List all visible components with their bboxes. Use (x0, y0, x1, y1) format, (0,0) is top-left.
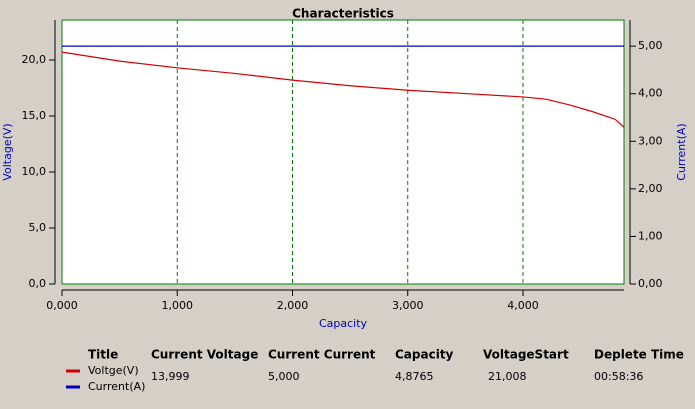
y-axis-label: Voltage(V) (1, 123, 14, 180)
x-tick-label: 0,000 (46, 299, 78, 312)
chart-title: Characteristics (292, 7, 394, 21)
y-tick-label: 5,0 (29, 221, 47, 234)
plot-area (61, 19, 625, 285)
table-header: Title (88, 348, 118, 362)
y-tick-label: 20,0 (22, 53, 47, 66)
x-tick-label: 1,000 (161, 299, 193, 312)
table-header: VoltageStart (483, 348, 569, 362)
table-header: Current Current (268, 348, 376, 362)
y-tick-label: 10,0 (22, 165, 47, 178)
y2-tick-label: 1,00 (638, 229, 663, 242)
x-tick-label: 4,000 (507, 299, 539, 312)
table-cell: 5,000 (268, 370, 300, 383)
y2-tick-label: 2,00 (638, 182, 663, 195)
y-tick-label: 15,0 (22, 109, 47, 122)
y2-axis-label: Current(A) (675, 123, 688, 180)
y-tick-label: 0,0 (29, 277, 47, 290)
x-tick-label: 2,000 (277, 299, 309, 312)
x-axis-label: Capacity (319, 317, 368, 330)
series-line (61, 51, 625, 128)
y2-tick-label: 0,00 (638, 277, 663, 290)
table-cell: 00:58:36 (594, 370, 643, 383)
legend-label: Current(A) (88, 380, 145, 393)
table-cell: 21,008 (488, 370, 527, 383)
table-cell: 13,999 (151, 370, 190, 383)
legend-label: Voltge(V) (88, 364, 139, 377)
y2-tick-label: 4,00 (638, 87, 663, 100)
table-header: Deplete Time (594, 348, 684, 362)
table-header: Capacity (395, 348, 454, 362)
y2-tick-label: 3,00 (638, 134, 663, 147)
x-tick-label: 3,000 (392, 299, 424, 312)
table-cell: 4,8765 (395, 370, 434, 383)
table-header: Current Voltage (151, 348, 258, 362)
y2-tick-label: 5,00 (638, 39, 663, 52)
